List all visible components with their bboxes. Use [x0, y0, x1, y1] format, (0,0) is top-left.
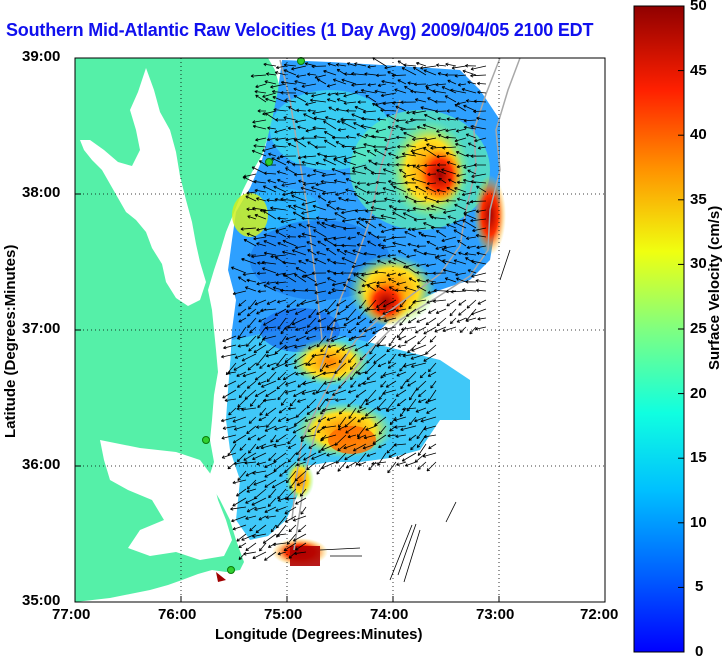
x-tick-label: 76:00	[158, 606, 197, 623]
colorbar-tick-label: 20	[690, 385, 707, 402]
x-tick-label: 74:00	[370, 606, 409, 623]
colorbar-tick-label: 50	[690, 0, 707, 14]
x-tick-label: 77:00	[52, 606, 91, 623]
x-tick-label: 72:00	[580, 606, 619, 623]
radar-site-marker	[297, 57, 305, 65]
chesapeake-bay	[80, 68, 206, 306]
colorbar	[634, 6, 684, 652]
radar-site-marker	[202, 436, 210, 444]
y-tick-label: 38:00	[22, 184, 61, 201]
colorbar-tick-label: 35	[690, 191, 707, 208]
colorbar-tick-label: 40	[690, 126, 707, 143]
grid-lines	[75, 58, 605, 602]
colorbar-title: Surface Velocity (cm/s)	[706, 205, 723, 370]
map-title: Southern Mid-Atlantic Raw Velocities (1 …	[6, 20, 594, 40]
y-tick-label: 39:00	[22, 48, 61, 65]
x-tick-label: 73:00	[476, 606, 515, 623]
vector-arrow-set	[220, 57, 511, 583]
radar-site-marker	[227, 566, 235, 574]
y-tick-label: 36:00	[22, 456, 61, 473]
x-tick-label: 75:00	[264, 606, 303, 623]
x-axis-title: Longitude (Degrees:Minutes)	[215, 626, 423, 643]
y-tick-label: 37:00	[22, 320, 61, 337]
bathymetry-contours	[279, 57, 521, 551]
radar-sites	[202, 57, 305, 574]
colorbar-tick-label: 25	[690, 320, 707, 337]
colorbar-tick-label: 30	[690, 255, 707, 272]
y-axis-title: Latitude (Degrees:Minutes)	[2, 244, 19, 438]
radar-site-marker	[265, 158, 273, 166]
colorbar-tick-label: 15	[690, 449, 707, 466]
colorbar-tick-label: 10	[690, 514, 707, 531]
scale-arrow-icon	[216, 572, 226, 582]
pamlico-sound	[100, 440, 232, 560]
y-tick-label: 35:00	[22, 592, 61, 609]
colorbar-tick-label: 5	[695, 578, 704, 595]
colorbar-tick-label: 45	[690, 62, 707, 79]
velocity-vectors	[220, 57, 511, 583]
colorbar-tick-label: 0	[695, 643, 704, 660]
